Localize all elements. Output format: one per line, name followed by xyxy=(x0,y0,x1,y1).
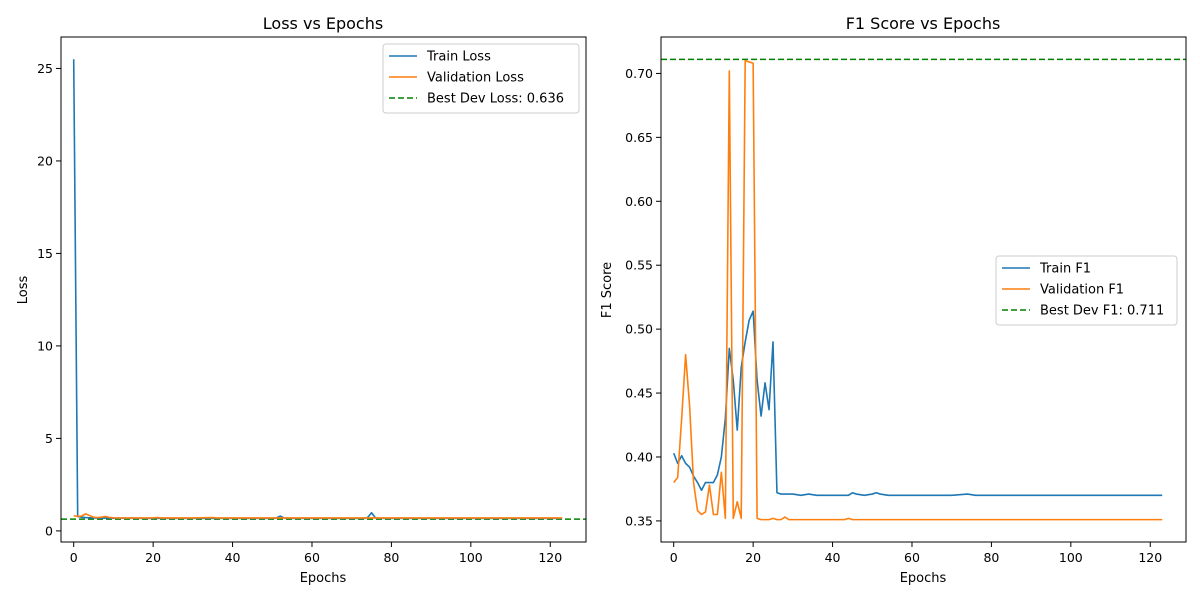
f1-y-tick-label: 0.50 xyxy=(625,322,653,337)
f1-y-tick-label: 0.70 xyxy=(625,66,653,81)
loss-legend-label: Best Dev Loss: 0.636 xyxy=(427,92,564,107)
f1-y-axis-label: F1 Score xyxy=(600,262,615,318)
loss-x-axis-label: Epochs xyxy=(300,571,347,586)
f1-axes-frame xyxy=(660,36,1187,543)
loss-legend xyxy=(382,43,580,114)
loss-y-tick-label: 25 xyxy=(37,61,53,76)
loss-x-tick-label: 100 xyxy=(459,550,483,565)
f1-x-tick-label: 60 xyxy=(904,550,920,565)
f1-y-tick-label: 0.35 xyxy=(625,513,653,528)
loss-x-tick-label: 0 xyxy=(70,550,78,565)
loss-chart: Loss vs Epochs Epochs Loss 0 20 40 60 80 100 1… xyxy=(16,14,587,586)
loss-x-tick-label: 80 xyxy=(383,550,399,565)
loss-x-tick-label: 60 xyxy=(304,550,320,565)
f1-legend-label: Train F1 xyxy=(1039,262,1091,277)
f1-x-axis-label: Epochs xyxy=(900,571,947,586)
f1-chart-title: F1 Score vs Epochs xyxy=(846,14,1001,33)
f1-x-tick-label: 40 xyxy=(825,550,841,565)
f1-x-tick-label: 20 xyxy=(745,550,761,565)
loss-y-tick-label: 20 xyxy=(37,153,53,168)
loss-y-tick-label: 15 xyxy=(37,246,53,261)
loss-series-line-validation-loss xyxy=(73,513,563,519)
f1-x-tick-label: 120 xyxy=(1138,550,1162,565)
f1-y-tick-label: 0.45 xyxy=(625,386,653,401)
f1-y-tick-label: 0.55 xyxy=(625,258,653,273)
f1-x-tick-label: 0 xyxy=(670,550,678,565)
f1-legend xyxy=(995,255,1178,326)
loss-legend-label: Validation Loss xyxy=(427,71,524,86)
f1-y-tick-label: 0.60 xyxy=(625,194,653,209)
f1-chart: F1 Score vs Epochs Epochs F1 Score 0 20 40… xyxy=(600,14,1187,586)
f1-x-tick-label: 100 xyxy=(1059,550,1083,565)
f1-series-line-train-f1 xyxy=(672,310,1163,497)
loss-axes-frame xyxy=(60,36,587,543)
loss-y-axis-label: Loss xyxy=(16,276,31,305)
loss-x-tick-label: 120 xyxy=(538,550,562,565)
f1-y-tick-label: 0.65 xyxy=(625,130,653,145)
f1-legend-label: Validation F1 xyxy=(1040,283,1124,298)
loss-y-tick-label: 5 xyxy=(45,431,53,446)
loss-plot-area: 0 20 40 60 80 100 120 0 5 10 15 20 25 Train Loss Valid… xyxy=(37,36,587,565)
loss-y-tick-label: 0 xyxy=(45,523,53,538)
loss-x-tick-label: 40 xyxy=(225,550,241,565)
loss-chart-title: Loss vs Epochs xyxy=(263,14,383,33)
f1-plot-area: 0 20 40 60 80 100 120 0.35 0.40 0.45 0.50 0.55 0.60 0… xyxy=(625,36,1187,565)
f1-legend-label: Best Dev F1: 0.711 xyxy=(1040,304,1164,319)
loss-legend-label: Train Loss xyxy=(426,50,491,65)
loss-x-tick-label: 20 xyxy=(145,550,161,565)
f1-y-tick-label: 0.40 xyxy=(625,449,653,464)
loss-y-tick-label: 10 xyxy=(37,338,53,353)
f1-series-line-validation-f1 xyxy=(673,59,1163,521)
f1-x-tick-label: 80 xyxy=(983,550,999,565)
